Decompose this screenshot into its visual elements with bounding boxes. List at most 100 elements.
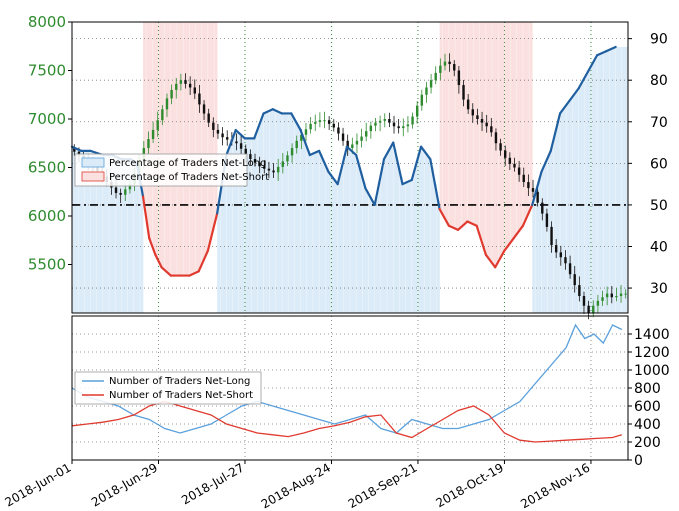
net-long-shade <box>340 165 345 313</box>
price-candle <box>184 80 187 84</box>
net-short-shade <box>198 22 203 268</box>
percentage-line-segment <box>419 145 432 161</box>
net-short-shade <box>510 22 515 241</box>
net-short-shade <box>143 22 147 207</box>
net-long-shade <box>334 182 338 313</box>
percentage-line-segment <box>540 149 552 173</box>
price-candle <box>504 150 507 158</box>
net-long-shade <box>325 168 329 313</box>
price-candle <box>619 293 623 297</box>
net-short-shade <box>476 22 481 231</box>
price-candle <box>276 166 280 173</box>
net-long-shade <box>436 200 440 313</box>
net-long-shade <box>594 58 598 314</box>
price-candle <box>77 151 81 156</box>
net-long-shade <box>578 85 582 313</box>
price-candle <box>476 115 479 119</box>
net-long-shade <box>350 150 354 313</box>
percentage-line-segment <box>206 212 219 252</box>
top-panel-background <box>71 22 629 314</box>
price-candle <box>508 157 512 164</box>
net-short-shade <box>167 22 172 275</box>
percentage-line-segment <box>382 141 395 161</box>
net-short-shade <box>192 22 196 274</box>
net-long-shade <box>130 160 135 313</box>
price-candle <box>151 129 155 140</box>
right-tick-label: 90 <box>650 32 668 48</box>
price-candle <box>355 140 359 145</box>
price-candle <box>156 120 159 130</box>
left-tick-label: 6000 <box>28 207 66 225</box>
net-short-shade <box>155 22 159 258</box>
net-long-shade <box>532 199 536 313</box>
net-long-shade <box>87 150 91 313</box>
percentage-line-segment <box>512 224 525 240</box>
net-long-shade <box>621 46 626 313</box>
net-long-shade <box>90 151 94 313</box>
net-short-shade <box>442 22 447 218</box>
net-short-shade <box>183 22 187 276</box>
percentage-line-segment <box>373 158 386 207</box>
price-candle <box>624 293 627 295</box>
net-long-shade <box>260 117 264 313</box>
net-short-shade <box>214 22 218 220</box>
net-long-shade <box>303 142 308 313</box>
net-long-shade <box>319 154 323 313</box>
net-short-shade <box>186 22 190 276</box>
percentage-line-segment <box>299 128 311 157</box>
percentage-line-segment <box>447 224 460 231</box>
net-long-shade <box>411 174 416 313</box>
net-long-shade <box>563 107 567 313</box>
price-candle <box>494 132 498 144</box>
price-candle <box>462 85 465 100</box>
net-long-shade <box>288 113 292 313</box>
price-candle <box>258 162 261 167</box>
net-long-shade <box>229 142 233 313</box>
price-candle <box>402 126 405 129</box>
net-short-shade <box>498 22 502 259</box>
net-long-shade <box>118 158 122 313</box>
price-candle <box>198 93 201 105</box>
price-candle <box>541 202 544 214</box>
price-candle <box>466 99 470 110</box>
net-short-shade <box>485 22 490 257</box>
net-long-shade <box>254 134 258 313</box>
net-short-shade <box>504 22 508 249</box>
price-candle <box>314 122 317 124</box>
price-candle <box>346 140 349 149</box>
net-long-shade <box>535 188 539 313</box>
price-candle <box>415 105 419 117</box>
net-long-shade <box>383 156 388 313</box>
price-candle <box>119 192 122 195</box>
price-candle <box>304 129 308 135</box>
net-short-shade <box>455 22 459 230</box>
price-candle <box>522 174 525 183</box>
price-candle <box>448 61 451 65</box>
net-long-shade <box>269 109 274 313</box>
net-long-shade <box>603 51 607 314</box>
percentage-line-segment <box>466 220 478 227</box>
percentage-line-segment <box>401 178 413 186</box>
legend-label-net-short: Percentage of Traders Net-Short <box>109 172 269 183</box>
net-long-shade <box>396 163 400 313</box>
price-candle <box>309 123 312 130</box>
net-long-shade <box>309 154 314 313</box>
net-short-shade <box>492 22 496 266</box>
price-candle <box>323 120 326 122</box>
net-long-shade <box>417 152 422 313</box>
net-long-shade <box>306 150 311 313</box>
x-tick-label: 2018-Aug-24 <box>259 460 333 511</box>
price-candle <box>188 83 192 88</box>
net-short-shade <box>458 22 462 229</box>
net-long-shade <box>584 74 589 314</box>
net-long-shade <box>115 157 119 313</box>
legend-label-net-long: Percentage of Traders Net-Long <box>109 158 267 169</box>
net-long-shade <box>402 183 406 313</box>
price-candle <box>531 188 535 192</box>
net-short-shade <box>158 22 162 265</box>
price-candle <box>601 297 604 301</box>
net-long-shade <box>112 155 116 313</box>
price-candle <box>378 120 382 123</box>
net-long-shade <box>251 138 255 313</box>
price-candle <box>341 133 345 141</box>
